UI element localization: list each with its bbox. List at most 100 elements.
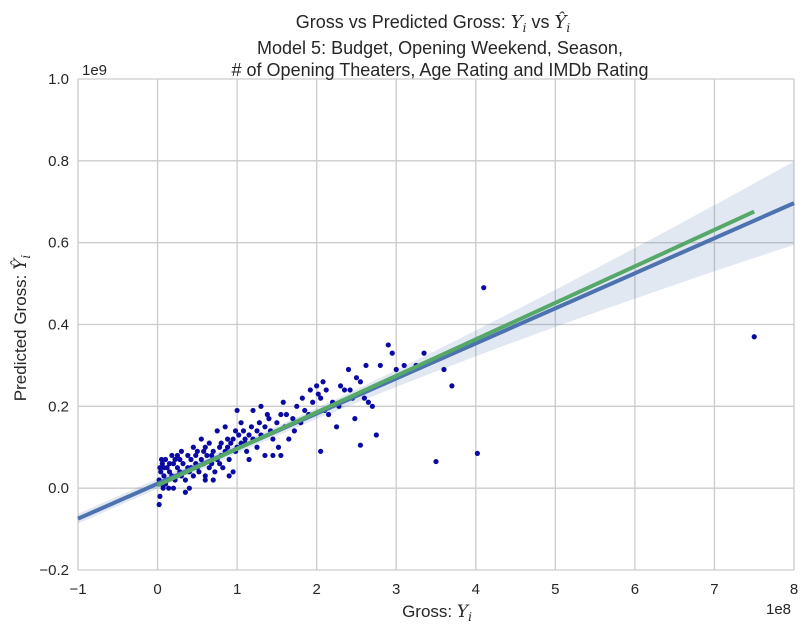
data-point (210, 448, 216, 454)
data-point (270, 436, 276, 442)
x-tick-label: 3 (392, 581, 400, 598)
data-point (157, 465, 163, 471)
data-point (212, 469, 218, 475)
data-point (315, 391, 321, 397)
data-point (177, 456, 183, 463)
data-point (180, 461, 186, 467)
data-point (218, 440, 224, 446)
data-point (182, 477, 188, 483)
data-point (421, 350, 427, 356)
data-point (242, 436, 248, 442)
x-tick-label: −1 (69, 581, 86, 598)
data-point (228, 440, 234, 446)
data-point (363, 362, 369, 369)
data-point (318, 448, 324, 454)
data-point (280, 399, 286, 405)
data-point (291, 428, 297, 434)
data-point (250, 407, 256, 414)
data-point (217, 444, 223, 450)
data-point (244, 448, 250, 454)
y-tick-label: 0.0 (48, 480, 69, 497)
data-point (206, 465, 212, 471)
data-point (234, 407, 240, 414)
data-point (254, 428, 260, 434)
regression-line-green (156, 209, 756, 488)
data-point (209, 452, 215, 459)
data-point (160, 485, 166, 491)
data-point (299, 395, 305, 401)
tick-labels: −1 0 1 2 3 4 5 6 7 8 −0.2 0.0 0.2 0.4 0.6 0.8 1.0 (39, 71, 798, 598)
data-point (357, 379, 364, 385)
data-point (290, 416, 296, 422)
data-point (166, 485, 172, 491)
data-point (262, 424, 268, 430)
data-point (157, 493, 163, 499)
data-point (194, 448, 200, 454)
data-point (222, 424, 228, 430)
data-point (270, 452, 276, 459)
data-point (274, 420, 280, 426)
data-point (307, 387, 313, 393)
data-point (275, 444, 282, 450)
data-point (202, 444, 208, 450)
data-point (353, 375, 360, 381)
x-axis-label: Gross: Yi (402, 602, 472, 624)
data-point (193, 452, 199, 459)
data-point (169, 452, 175, 459)
data-point (248, 424, 255, 430)
data-point (186, 485, 192, 491)
data-point (264, 411, 270, 418)
data-point (347, 387, 353, 393)
data-point (357, 442, 364, 448)
data-point (278, 411, 284, 418)
data-point (318, 395, 324, 401)
chart-title-line-1: Gross vs Predicted Gross: Yi vs Ŷi (296, 10, 571, 35)
data-point (302, 407, 308, 414)
x-tick-label: 6 (631, 581, 639, 598)
x-tick-label: 2 (312, 581, 320, 598)
data-point (162, 456, 169, 463)
data-point (196, 469, 202, 475)
data-point (166, 469, 173, 475)
data-point (320, 379, 326, 385)
data-point (254, 444, 260, 450)
data-point (202, 477, 208, 483)
grid (77, 78, 795, 571)
data-point (326, 411, 332, 418)
data-point (198, 456, 204, 463)
y-axis-label: Predicted Gross: Ŷi (10, 255, 33, 402)
data-point (365, 399, 371, 405)
data-point (286, 436, 292, 442)
data-point (224, 444, 231, 450)
data-point (481, 285, 487, 291)
data-point (385, 342, 391, 348)
data-point (393, 366, 399, 373)
data-point (182, 489, 188, 495)
data-point (224, 436, 231, 442)
data-point (240, 428, 247, 434)
data-point (278, 452, 284, 459)
chart-title-line-2: Model 5: Budget, Opening Weekend, Season… (257, 38, 623, 58)
data-point (232, 428, 239, 434)
data-point (156, 501, 162, 508)
data-point (294, 403, 300, 409)
data-point (170, 485, 177, 491)
x-tick-label: 7 (710, 581, 718, 598)
data-point (262, 452, 268, 459)
data-point (220, 465, 226, 471)
data-point (174, 452, 181, 459)
data-point (341, 387, 348, 393)
data-point (401, 362, 407, 369)
data-point (266, 416, 272, 422)
x-offset-text: 1e8 (766, 601, 791, 618)
data-point (433, 458, 439, 465)
data-point (226, 456, 232, 463)
data-point (389, 350, 395, 356)
data-point (170, 461, 177, 467)
data-point (377, 362, 383, 369)
data-point (352, 416, 358, 422)
data-point (246, 456, 252, 463)
data-point (214, 428, 220, 434)
x-tick-label: 0 (153, 581, 161, 598)
